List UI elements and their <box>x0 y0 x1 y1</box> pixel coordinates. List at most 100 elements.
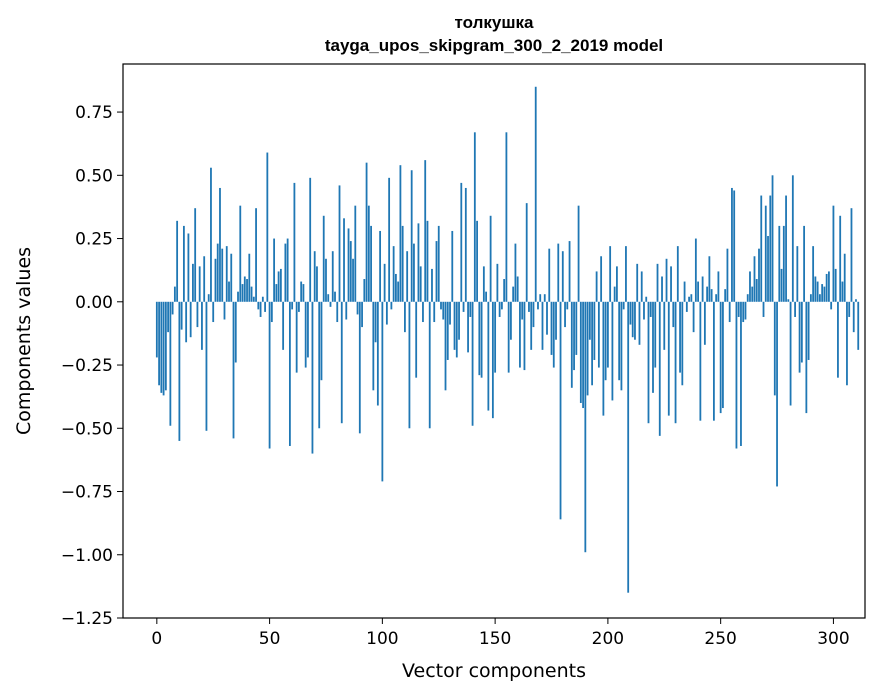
bar <box>243 276 246 302</box>
bar <box>496 263 499 302</box>
bar <box>561 251 564 302</box>
bar <box>661 276 663 302</box>
bar <box>329 301 332 307</box>
bar <box>176 220 179 302</box>
bar <box>169 301 172 426</box>
bar <box>828 271 830 302</box>
bar <box>534 86 537 302</box>
bar <box>219 187 221 302</box>
bar <box>812 246 815 302</box>
bar <box>798 301 801 373</box>
bar <box>203 256 206 302</box>
bar <box>437 225 440 302</box>
bar <box>433 301 436 323</box>
bar <box>794 301 796 317</box>
bar <box>261 296 264 302</box>
bar <box>363 279 366 302</box>
bar <box>656 263 659 302</box>
bar <box>609 246 612 302</box>
bar <box>451 230 454 302</box>
bar <box>760 195 763 302</box>
bar <box>740 301 742 446</box>
bar <box>852 301 855 333</box>
bar <box>857 301 860 350</box>
bar <box>458 301 460 340</box>
bar <box>755 279 758 302</box>
bar <box>298 301 300 312</box>
bar <box>771 175 774 302</box>
bar <box>223 301 226 320</box>
bar-series <box>155 86 860 593</box>
bar <box>550 301 553 355</box>
bar <box>647 301 650 424</box>
bar <box>252 296 255 302</box>
bar <box>762 301 765 317</box>
bar <box>225 246 228 302</box>
bar <box>846 301 848 386</box>
bar <box>282 301 285 350</box>
y-tick-label: −0.75 <box>61 483 113 503</box>
bar <box>629 301 632 325</box>
bar <box>552 301 555 368</box>
y-tick-label: 0.00 <box>75 293 113 313</box>
bar <box>722 301 724 409</box>
bar <box>214 258 217 302</box>
x-tick-label: 50 <box>259 629 281 649</box>
bar <box>347 228 350 302</box>
x-tick-label: 250 <box>704 629 736 649</box>
bar <box>683 281 686 302</box>
bar <box>636 263 639 302</box>
y-tick-label: 0.75 <box>75 103 113 123</box>
x-tick-label: 100 <box>366 629 398 649</box>
bar <box>658 301 661 436</box>
bar <box>816 281 819 302</box>
bar <box>789 301 792 406</box>
bar <box>586 301 589 396</box>
bar <box>435 241 438 302</box>
bar <box>742 301 745 323</box>
bar <box>221 248 224 302</box>
bar <box>410 170 413 302</box>
bar <box>679 301 681 373</box>
bar <box>807 301 810 360</box>
bar <box>776 301 778 487</box>
y-tick-label: −0.25 <box>61 356 113 376</box>
bar <box>837 301 839 378</box>
bar <box>715 294 718 302</box>
bar <box>606 301 609 368</box>
bar <box>485 291 488 302</box>
bar <box>413 243 415 302</box>
bar <box>379 230 382 302</box>
bar <box>155 301 158 358</box>
bar <box>318 301 321 429</box>
bar <box>566 301 569 310</box>
bar <box>521 301 524 320</box>
bar <box>654 301 657 368</box>
bar <box>724 289 727 302</box>
bar <box>216 243 219 302</box>
bar <box>334 291 336 302</box>
bar <box>248 253 251 302</box>
bar <box>749 271 751 302</box>
bar <box>207 294 210 302</box>
bar <box>604 301 607 381</box>
bar <box>726 248 729 302</box>
bar <box>230 253 233 302</box>
bar <box>491 301 494 419</box>
bar <box>178 301 181 441</box>
bar <box>322 215 325 302</box>
bar <box>343 218 345 302</box>
bar <box>489 215 492 302</box>
bar <box>814 276 817 302</box>
bar <box>372 301 375 391</box>
bar <box>528 301 530 312</box>
bar <box>591 301 594 386</box>
bar <box>424 160 427 302</box>
bar <box>250 286 253 302</box>
bar <box>399 165 402 302</box>
bar <box>825 273 828 302</box>
bar <box>625 246 627 302</box>
bar <box>516 276 519 302</box>
y-tick-label: −1.00 <box>61 546 113 566</box>
bar <box>573 301 575 371</box>
